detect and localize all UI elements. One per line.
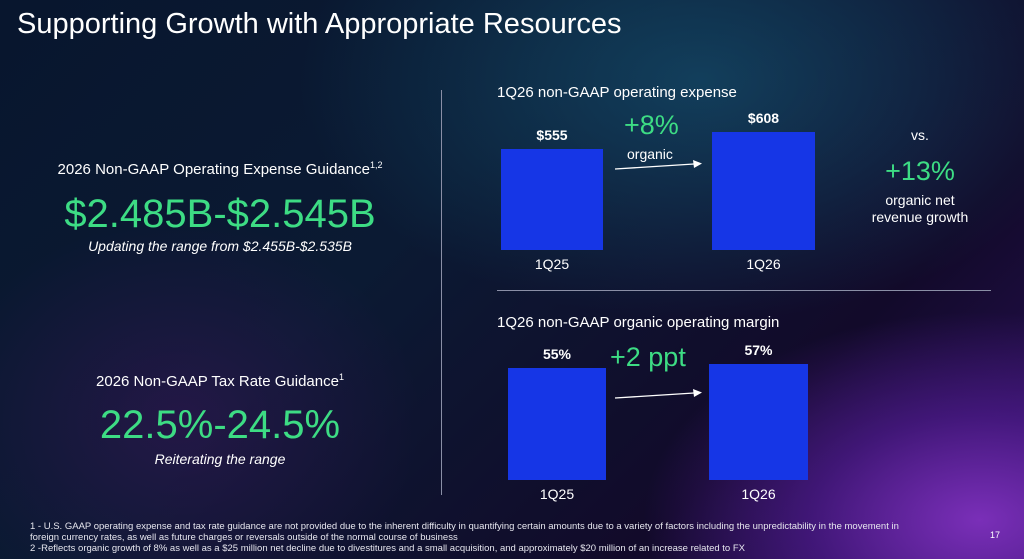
revenue-growth-value: +13% bbox=[885, 156, 955, 186]
opex-change: +8% bbox=[624, 110, 679, 140]
opex-footnote-ref: 1,2 bbox=[369, 160, 383, 170]
tax-heading-text: 2026 Non-GAAP Tax Rate Guidance bbox=[96, 373, 339, 390]
category-label-1q25: 1Q25 bbox=[534, 256, 570, 272]
opex-heading-text: 2026 Non-GAAP Operating Expense Guidance bbox=[57, 161, 370, 178]
tax-footnote-ref: 1 bbox=[338, 372, 344, 382]
tax-range: 22.5%-24.5% bbox=[99, 403, 341, 447]
vertical-divider bbox=[441, 90, 442, 495]
bar-1q25 bbox=[508, 368, 606, 480]
opex-change-label: organic bbox=[627, 146, 673, 162]
page-number: 17 bbox=[990, 530, 1001, 540]
opex-chart-title: 1Q26 non-GAAP operating expense bbox=[497, 84, 737, 101]
data-label-1q25: $555 bbox=[536, 126, 568, 143]
margin-change: +2 ppt bbox=[610, 342, 686, 372]
category-label-1q26: 1Q26 bbox=[741, 486, 776, 502]
footnote-1: 1 - U.S. GAAP operating expense and tax … bbox=[30, 521, 899, 532]
opex-arrow-icon bbox=[614, 160, 702, 170]
footnotes: 1 - U.S. GAAP operating expense and tax … bbox=[30, 521, 930, 554]
opex-note: Updating the range from $2.455B-$2.535B bbox=[88, 238, 352, 254]
opex-range: $2.485B-$2.545B bbox=[64, 192, 376, 236]
horizontal-divider bbox=[497, 290, 991, 291]
margin-chart-title: 1Q26 non-GAAP organic operating margin bbox=[497, 314, 780, 331]
tax-guidance-heading: 2026 Non-GAAP Tax Rate Guidance1 bbox=[20, 372, 420, 390]
footnote-1-cont: foreign currency rates, as well as futur… bbox=[30, 532, 458, 543]
margin-arrow-icon bbox=[614, 389, 702, 399]
footnote-2: 2 -Reflects organic growth of 8% as well… bbox=[30, 543, 745, 554]
data-label-1q26: $608 bbox=[747, 109, 780, 126]
tax-note: Reiterating the range bbox=[154, 451, 286, 467]
data-label-1q26: 57% bbox=[744, 342, 773, 359]
comparison-vs: vs. bbox=[911, 127, 929, 143]
bar-1q26 bbox=[712, 131, 815, 250]
category-label-1q25: 1Q25 bbox=[539, 486, 575, 502]
page-title: Supporting Growth with Appropriate Resou… bbox=[17, 8, 622, 40]
category-label-1q26: 1Q26 bbox=[746, 256, 781, 272]
opex-guidance-heading: 2026 Non-GAAP Operating Expense Guidance… bbox=[20, 160, 420, 178]
bar-1q26 bbox=[709, 364, 808, 480]
data-label-1q25: 55% bbox=[542, 346, 572, 363]
bar-1q25 bbox=[501, 148, 603, 250]
revenue-growth-label-line1: organic net bbox=[885, 192, 955, 208]
revenue-growth-label-line2: revenue growth bbox=[871, 209, 969, 225]
revenue-growth-label: organic net revenue growth bbox=[840, 192, 1000, 226]
